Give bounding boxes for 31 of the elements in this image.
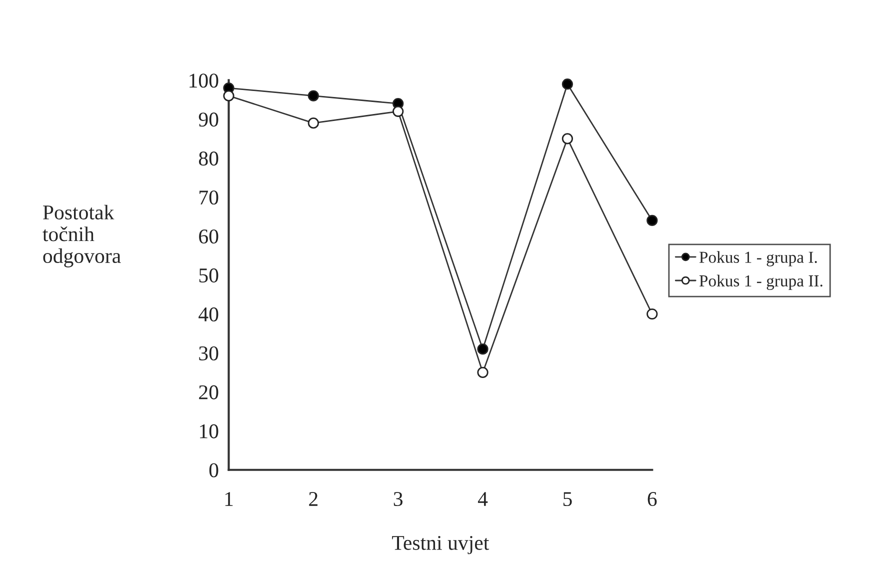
y-tick-label: 0 [209, 463, 218, 478]
point [562, 133, 574, 144]
y-tick-label: 70 [200, 190, 218, 205]
y-axis-title: Postotak točnih odgovora [42, 204, 121, 268]
point [646, 308, 658, 320]
y-tick-label: 100 [190, 74, 218, 88]
x-tick-label: 1 [225, 492, 233, 506]
point [308, 90, 319, 102]
y-tick-label: 40 [198, 307, 218, 322]
point [392, 106, 404, 117]
y-tick-label: 20 [199, 385, 218, 400]
point [477, 366, 488, 378]
point [477, 344, 488, 355]
y-tick-label: 30 [199, 346, 218, 360]
y-tick-label: 90 [198, 112, 218, 127]
point [646, 214, 658, 226]
x-axis-title: Testni uvjet [392, 536, 490, 554]
legend-label: Pokus 1 - grupa I. [699, 251, 817, 266]
y-tick-label: 10 [200, 424, 218, 438]
point [308, 118, 319, 129]
x-tick-label: 6 [648, 492, 657, 506]
y-tick-label: 80 [198, 152, 218, 166]
legend-label: Pokus 1 - grupa II. [699, 274, 822, 290]
x-tick-label: 2 [309, 492, 318, 506]
point [223, 90, 234, 102]
y-tick-label: 60 [199, 229, 218, 244]
point [562, 78, 574, 90]
x-tick-label: 5 [563, 492, 572, 506]
y-tick-label: 50 [199, 268, 218, 282]
x-tick-label: 4 [478, 492, 488, 506]
x-tick-label: 3 [394, 492, 402, 506]
